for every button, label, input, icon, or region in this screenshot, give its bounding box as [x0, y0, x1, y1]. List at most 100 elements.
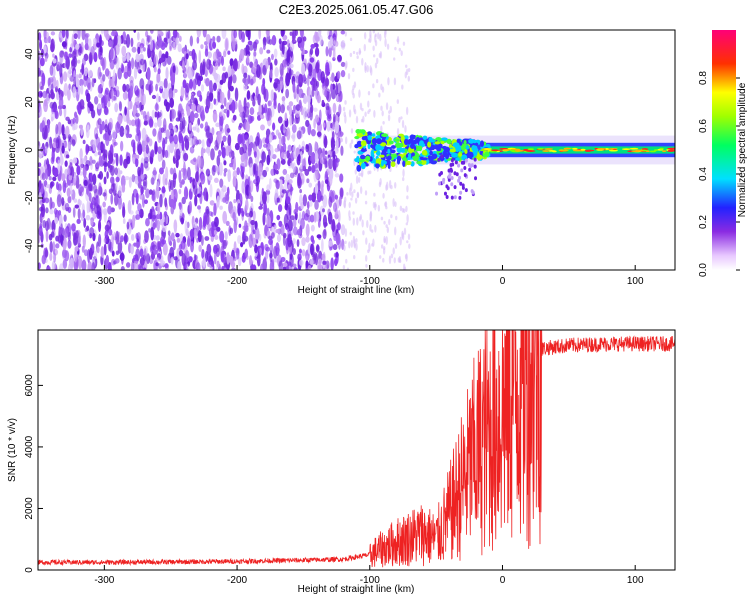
noise-mark: [55, 123, 59, 135]
noise-mark: [211, 164, 216, 176]
noise-mark: [343, 199, 346, 208]
noise-mark: [140, 210, 144, 218]
noise-mark: [38, 32, 42, 41]
noise-mark: [289, 215, 295, 221]
x-tick-label: -200: [227, 575, 247, 586]
signal-mark: [367, 142, 371, 150]
noise-mark: [128, 218, 133, 224]
noise-mark: [120, 235, 125, 242]
noise-mark: [246, 54, 250, 64]
tail-mark: [474, 176, 478, 181]
noise-mark: [84, 43, 89, 51]
noise-mark: [162, 213, 165, 222]
noise-mark: [199, 190, 203, 205]
noise-mark: [152, 170, 158, 176]
noise-mark: [150, 30, 154, 34]
noise-mark: [45, 31, 50, 44]
noise-mark: [374, 224, 377, 233]
noise-mark: [386, 43, 390, 50]
noise-mark: [384, 202, 387, 207]
noise-mark: [139, 101, 142, 112]
noise-mark: [72, 207, 76, 218]
noise-mark: [135, 214, 141, 220]
noise-mark: [61, 173, 66, 182]
noise-mark: [149, 208, 153, 220]
noise-mark: [368, 108, 371, 112]
noise-mark: [334, 120, 340, 134]
noise-mark: [136, 125, 140, 137]
signal-mark: [380, 159, 385, 167]
noise-mark: [104, 87, 110, 95]
noise-mark: [79, 186, 84, 193]
signal-mark: [381, 133, 389, 138]
noise-mark: [67, 195, 72, 204]
tail-mark: [461, 183, 465, 188]
noise-mark: [221, 55, 225, 66]
noise-mark: [181, 116, 186, 130]
noise-mark: [274, 147, 279, 153]
signal-mark: [405, 160, 412, 166]
noise-mark: [38, 99, 41, 113]
noise-mark: [273, 178, 278, 183]
noise-mark: [173, 188, 178, 203]
noise-mark: [209, 183, 213, 198]
signal-mark: [463, 140, 467, 145]
noise-mark: [68, 83, 71, 90]
noise-mark: [302, 36, 307, 42]
noise-mark: [285, 173, 291, 183]
noise-mark: [40, 230, 44, 236]
noise-mark: [373, 110, 376, 118]
noise-mark: [143, 248, 147, 262]
noise-mark: [253, 51, 257, 57]
noise-mark: [194, 194, 198, 207]
noise-mark: [227, 134, 232, 147]
signal-mark: [391, 145, 396, 149]
noise-mark: [126, 113, 130, 125]
noise-mark: [117, 239, 123, 254]
noise-mark: [118, 196, 122, 210]
signal-mark: [388, 140, 394, 145]
noise-mark: [180, 217, 184, 225]
noise-mark: [164, 136, 168, 145]
noise-mark: [121, 45, 127, 57]
snr-y-ticks: 0 2000 4000 6000: [24, 374, 43, 573]
noise-mark: [301, 146, 305, 152]
noise-mark: [189, 111, 195, 123]
tail-mark: [450, 195, 454, 200]
noise-mark: [42, 219, 47, 229]
noise-mark: [198, 216, 203, 231]
noise-mark: [312, 34, 316, 44]
noise-mark: [48, 93, 52, 99]
noise-mark: [55, 79, 59, 89]
noise-mark: [47, 119, 51, 133]
noise-mark: [119, 252, 125, 262]
noise-mark: [394, 201, 397, 208]
noise-mark: [340, 224, 346, 236]
noise-mark: [322, 147, 326, 160]
noise-mark: [314, 114, 320, 123]
noise-mark: [133, 66, 138, 80]
noise-mark: [213, 251, 217, 265]
noise-mark: [334, 40, 339, 47]
noise-mark: [334, 173, 340, 178]
noise-mark: [184, 220, 188, 234]
noise-mark: [44, 249, 49, 258]
noise-mark: [203, 212, 208, 227]
noise-mark: [284, 179, 288, 193]
noise-mark: [86, 77, 91, 89]
noise-mark: [88, 192, 92, 203]
noise-mark: [121, 184, 126, 193]
noise-mark: [353, 242, 356, 249]
peak-mark: [653, 149, 659, 152]
noise-mark: [352, 50, 356, 55]
noise-mark: [362, 115, 365, 123]
signal-mark: [411, 152, 415, 157]
noise-mark: [258, 30, 262, 40]
noise-mark: [55, 137, 60, 149]
noise-mark: [173, 172, 177, 180]
noise-mark: [405, 64, 408, 68]
noise-mark: [77, 207, 81, 220]
noise-mark: [268, 238, 273, 246]
noise-mark: [273, 224, 277, 230]
